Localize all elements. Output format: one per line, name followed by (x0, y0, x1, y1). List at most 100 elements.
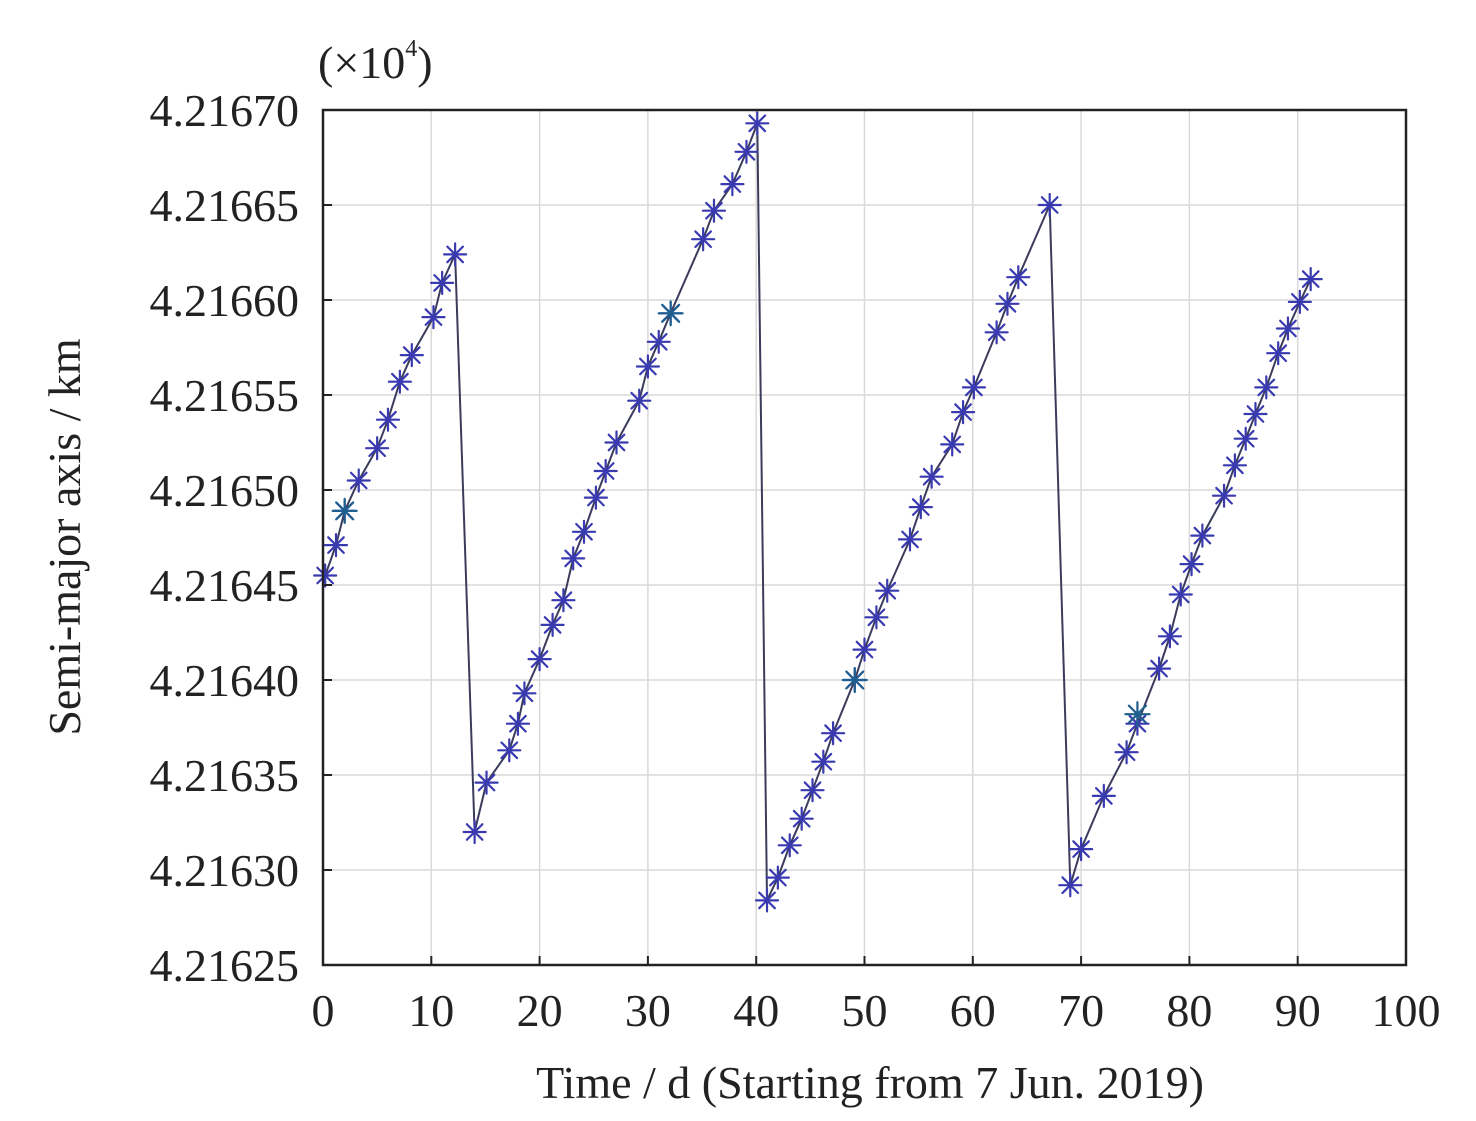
y-multiplier-suffix: ) (417, 37, 432, 88)
data-point-marker (745, 111, 770, 136)
data-point-marker (1124, 701, 1151, 728)
data-point-marker (961, 375, 986, 400)
y-multiplier-label: (×104) (318, 36, 433, 88)
data-point-marker (1275, 316, 1301, 341)
x-tick-label: 20 (517, 985, 563, 1036)
x-axis-label: Time / d (Starting from 7 Jun. 2019) (536, 1057, 1204, 1108)
data-point-marker (1233, 426, 1258, 451)
data-point-marker (875, 578, 900, 603)
data-point-marker (527, 646, 552, 672)
data-point-marker (897, 527, 923, 552)
data-point-marker (1168, 582, 1193, 607)
data-point-marker (1146, 656, 1172, 681)
data-point-marker (323, 532, 349, 558)
x-tick-label: 30 (625, 985, 671, 1036)
data-point-marker (984, 320, 1009, 345)
data-point-marker (331, 497, 358, 525)
data-point-marker (908, 495, 933, 520)
data-point-marker (701, 198, 727, 223)
data-point-marker (1266, 341, 1291, 366)
data-point-marker (754, 888, 780, 913)
data-point-marker (1006, 265, 1031, 290)
data-point-marker (1037, 192, 1062, 218)
data-point-marker (1287, 289, 1312, 314)
data-point-marker (571, 519, 597, 544)
data-point-marker (346, 468, 371, 493)
data-point-marker (691, 227, 716, 252)
data-point-marker (1179, 551, 1204, 577)
x-tick-label: 90 (1275, 985, 1321, 1036)
x-tick-label: 70 (1058, 985, 1104, 1036)
data-point-marker (1254, 375, 1279, 400)
data-point-marker (789, 806, 814, 831)
data-point-marker (950, 400, 976, 425)
data-point-marker (1298, 267, 1323, 292)
data-point-marker (811, 749, 836, 774)
x-tick-label: 50 (842, 985, 888, 1036)
y-tick-label: 4.21665 (150, 180, 300, 231)
data-point-marker (1243, 401, 1268, 427)
data-point-marker (387, 369, 412, 394)
x-tick-label: 100 (1372, 985, 1441, 1036)
data-point-marker (657, 300, 684, 327)
data-point-marker (512, 681, 537, 706)
data-point-marker (505, 711, 531, 736)
data-point-marker (1114, 740, 1139, 765)
data-point-marker (1222, 453, 1247, 478)
y-tick-label: 4.21670 (150, 85, 300, 136)
data-point-marker (635, 354, 661, 379)
data-point-marker (1068, 836, 1094, 862)
y-tick-label: 4.21640 (150, 655, 300, 706)
grid-lines (323, 110, 1406, 965)
x-tick-label: 40 (733, 985, 779, 1036)
data-point-marker (800, 778, 825, 803)
data-point-marker (462, 819, 487, 845)
data-point-marker (1058, 873, 1083, 898)
data-point-marker (443, 242, 468, 267)
x-tick-label: 60 (950, 985, 996, 1036)
x-tick-label: 10 (408, 985, 454, 1036)
y-tick-label: 4.21660 (150, 275, 300, 326)
data-point-marker (1190, 523, 1215, 548)
data-point-marker (734, 139, 759, 164)
data-point-marker (540, 612, 565, 638)
data-point-marker (852, 637, 877, 662)
data-point-marker (497, 738, 522, 763)
x-axis-ticks: 0 10 20 30 40 50 60 70 80 90 100 (312, 956, 1441, 1036)
data-point-marker (1211, 483, 1237, 508)
data-point-marker (777, 833, 802, 858)
data-point-marker (561, 546, 586, 571)
data-point-marker (365, 436, 390, 461)
y-tick-label: 4.21655 (150, 370, 300, 421)
y-tick-label: 4.21645 (150, 560, 300, 611)
y-axis-label: Semi-major axis / km (39, 338, 90, 736)
data-point-marker (313, 563, 338, 588)
x-tick-label: 0 (312, 985, 335, 1036)
y-axis-ticks: 4.21625 4.21630 4.21635 4.21640 4.21645 4.216… (150, 85, 332, 991)
data-point-marker (841, 666, 868, 694)
data-point-marker (627, 388, 652, 413)
y-tick-label: 4.21635 (150, 750, 300, 801)
data-point-marker (820, 721, 846, 746)
data-point-marker (720, 172, 745, 197)
data-point-marker (604, 430, 629, 455)
y-multiplier-prefix: (×10 (318, 37, 405, 88)
data-point-marker (399, 343, 424, 368)
data-point-marker (430, 270, 455, 295)
data-point-marker (583, 485, 609, 510)
data-point-marker (474, 770, 499, 795)
data-point-marker (593, 458, 618, 484)
marker-group (313, 111, 1323, 913)
y-multiplier-exponent: 4 (405, 36, 417, 62)
data-point-marker (765, 865, 790, 890)
y-tick-label: 4.21650 (150, 465, 300, 516)
data-point-marker (1091, 783, 1116, 809)
data-point-marker (646, 329, 671, 354)
y-tick-label: 4.21625 (150, 940, 300, 991)
data-point-marker (421, 305, 446, 330)
data-point-marker (919, 464, 944, 489)
data-point-marker (995, 291, 1020, 316)
data-point-marker (551, 588, 576, 613)
y-tick-label: 4.21630 (150, 845, 300, 896)
